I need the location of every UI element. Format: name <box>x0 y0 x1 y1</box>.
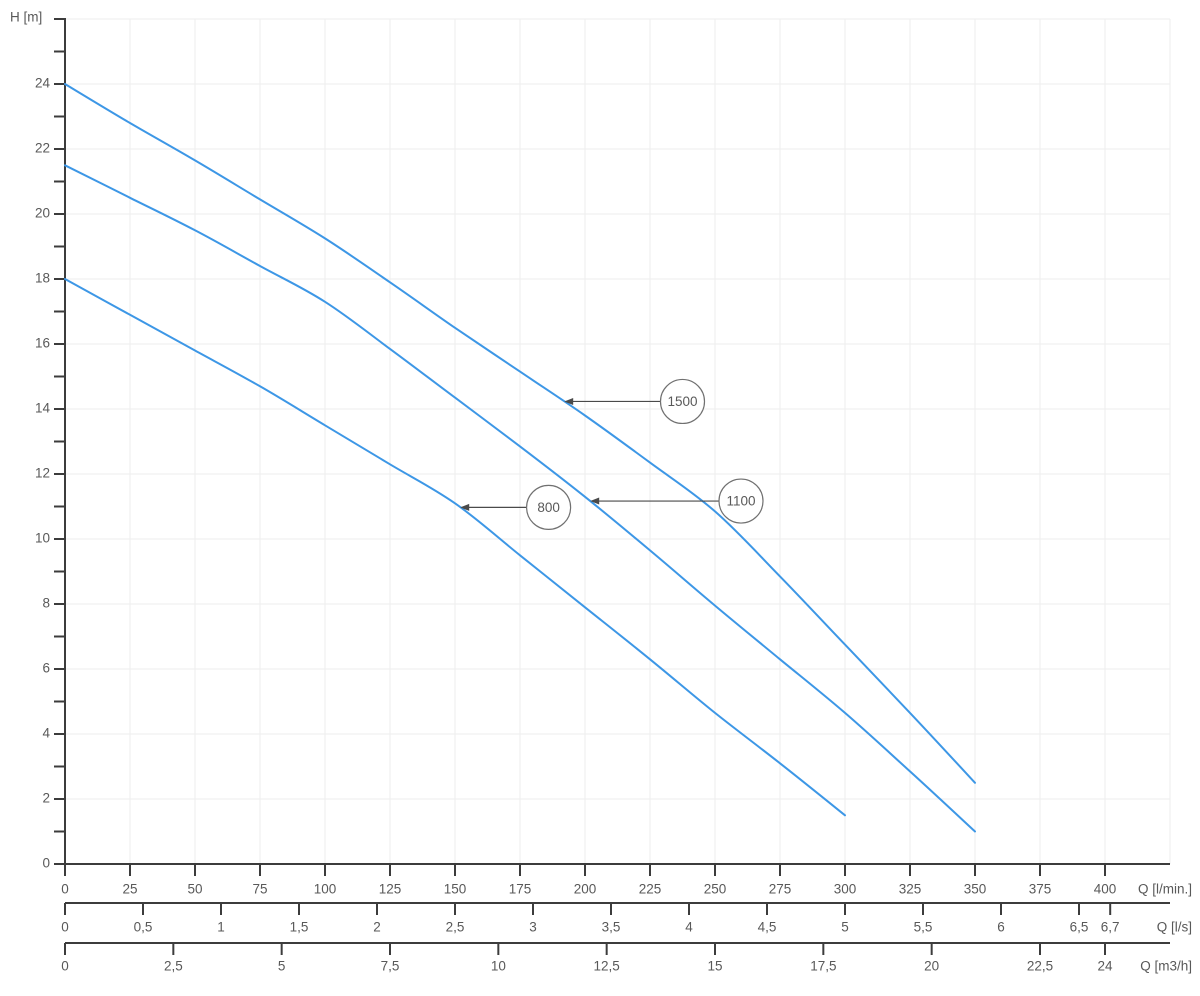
curve-1100 <box>64 164 976 833</box>
curve-800 <box>64 278 846 817</box>
x-axis-tick-label: 300 <box>834 882 857 897</box>
x-axis-tick-label: 2,5 <box>446 920 465 935</box>
grid <box>65 18 1171 864</box>
y-axis-title: H [m] <box>10 10 42 25</box>
y-axis-tick-label: 12 <box>35 466 50 481</box>
x-axis-tick-label: 12,5 <box>594 959 620 974</box>
x-axis-tick-label: 75 <box>252 882 267 897</box>
y-axis-tick-label: 2 <box>42 791 50 806</box>
y-axis-tick-label: 24 <box>35 76 51 91</box>
y-axis-tick-label: 16 <box>35 336 50 351</box>
x-axis-tick-label: 3,5 <box>602 920 621 935</box>
y-axis-tick-label: 22 <box>35 141 50 156</box>
x-axis-tick-label: 15 <box>707 959 722 974</box>
x-axis-title: Q [l/s] <box>1157 920 1192 935</box>
x-axis-tick-label: 225 <box>639 882 662 897</box>
x-axis-tick-label: 150 <box>444 882 467 897</box>
x-axis-q-ls: 0 0,5 1 1,5 2 2,5 3 3,5 4 4,5 5 5,5 6 6,5 6,7 Q [l/s] <box>61 902 1192 935</box>
x-axis-tick-label: 0,5 <box>134 920 153 935</box>
x-axis-tick-label: 3 <box>529 920 537 935</box>
x-axis-tick-label: 1,5 <box>290 920 309 935</box>
x-axis-tick-label: 4 <box>685 920 693 935</box>
x-axis-tick-label: 100 <box>314 882 337 897</box>
annotation-1500: 1500 <box>564 378 706 425</box>
x-axis-tick-label: 0 <box>61 920 69 935</box>
x-axis-title: Q [l/min.] <box>1138 882 1192 897</box>
annotation-circle <box>659 378 706 425</box>
x-axis-tick-label: 5,5 <box>914 920 933 935</box>
y-axis-tick-label: 0 <box>42 856 50 871</box>
x-axis-tick-label: 6 <box>997 920 1005 935</box>
y-axis-tick-label: 18 <box>35 271 50 286</box>
y-axis-tick-label: 4 <box>42 726 50 741</box>
x-axis-tick-label: 125 <box>379 882 402 897</box>
x-axis-tick-label: 6,5 <box>1070 920 1089 935</box>
x-axis-tick-label: 200 <box>574 882 597 897</box>
x-axis-tick-label: 6,7 <box>1101 920 1120 935</box>
x-axis-tick-label: 0 <box>61 882 69 897</box>
y-axis-tick-label: 10 <box>35 531 50 546</box>
x-axis-tick-label: 0 <box>61 959 69 974</box>
arrowhead-icon <box>590 497 600 505</box>
x-axis-tick-label: 2 <box>373 920 381 935</box>
arrowhead-icon <box>460 503 470 511</box>
x-axis-tick-label: 400 <box>1094 882 1117 897</box>
y-axis-tick-label: 8 <box>42 596 50 611</box>
x-axis-tick-label: 5 <box>278 959 286 974</box>
x-axis-tick-label: 2,5 <box>164 959 183 974</box>
x-axis-tick-label: 22,5 <box>1027 959 1053 974</box>
annotation-1100: 1100 <box>590 478 764 524</box>
x-axis-title: Q [m3/h] <box>1140 959 1192 974</box>
curves <box>64 83 976 833</box>
x-axis-q-lmin: 0 25 50 75 100 125 150 175 200 225 250 275 300 325 350… <box>61 863 1192 897</box>
x-axis-tick-label: 7,5 <box>381 959 400 974</box>
curve-1500 <box>64 83 976 784</box>
x-axis-tick-label: 375 <box>1029 882 1052 897</box>
x-axis-tick-label: 275 <box>769 882 792 897</box>
annotation-label: 800 <box>537 500 560 515</box>
annotation-label: 1500 <box>667 394 697 409</box>
y-axis-tick-label: 20 <box>35 206 50 221</box>
x-axis-tick-label: 10 <box>491 959 506 974</box>
x-axis-tick-label: 50 <box>187 882 202 897</box>
y-axis-tick-label: 6 <box>42 661 50 676</box>
x-axis-tick-label: 25 <box>122 882 137 897</box>
arrowhead-icon <box>564 397 574 405</box>
y-axis-tick-label: 14 <box>35 401 51 416</box>
x-axis-tick-label: 4,5 <box>758 920 777 935</box>
x-axis-tick-label: 250 <box>704 882 727 897</box>
x-axis-q-m3h: 0 2,5 5 7,5 10 12,5 15 17,5 20 22,5 24 Q [m3/h] <box>61 942 1192 974</box>
x-axis-tick-label: 17,5 <box>810 959 836 974</box>
x-axis-tick-label: 325 <box>899 882 922 897</box>
x-axis-tick-label: 5 <box>841 920 849 935</box>
x-axis-tick-label: 20 <box>924 959 939 974</box>
annotation-label: 1100 <box>726 494 755 509</box>
x-axis-tick-label: 350 <box>964 882 987 897</box>
x-axis-tick-label: 175 <box>509 882 532 897</box>
annotation-circle <box>718 478 764 524</box>
annotation-800: 800 <box>460 484 572 531</box>
x-axis-tick-label: 24 <box>1097 959 1113 974</box>
x-axis-tick-label: 1 <box>217 920 225 935</box>
annotation-circle <box>525 484 572 531</box>
